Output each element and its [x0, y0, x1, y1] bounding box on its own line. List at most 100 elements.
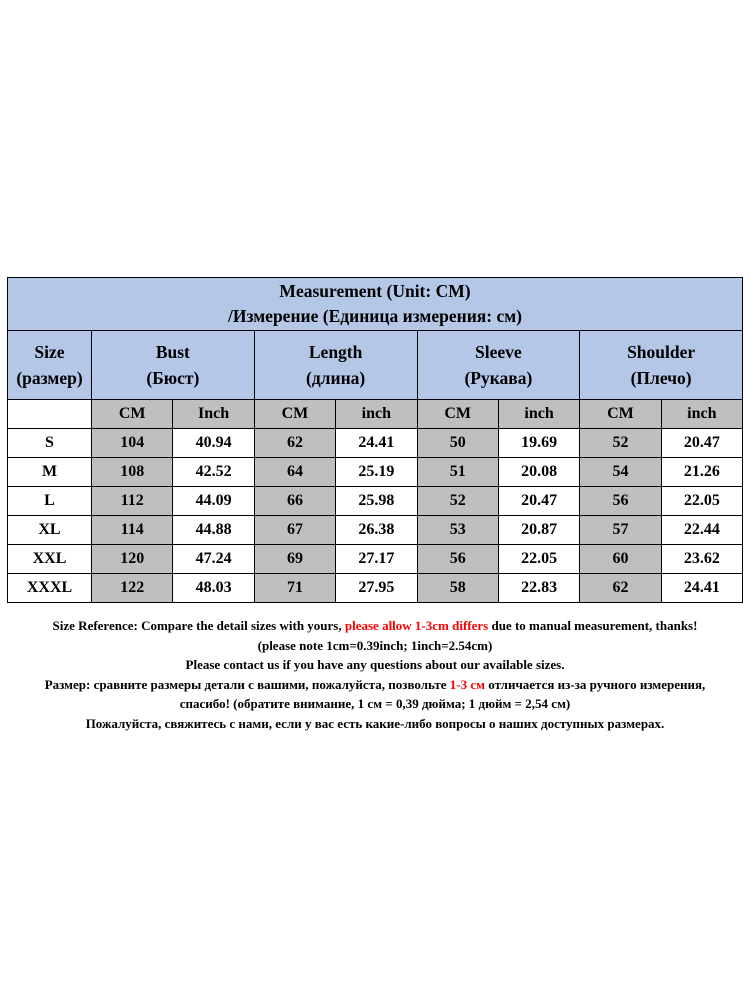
bust-cm-cell: 112 — [90, 486, 174, 516]
size-cell: XXXL — [7, 573, 92, 603]
table-row-xxl: XXL 120 47.24 69 27.17 56 22.05 60 23.62 — [7, 544, 744, 574]
bust-inch-cell: 40.94 — [172, 428, 255, 458]
bust-inch-cell: 42.52 — [172, 457, 255, 487]
col-header-sleeve-ru: (Рукава) — [464, 368, 533, 388]
sleeve-inch-cell: 19.69 — [497, 428, 581, 458]
shoulder-cm-cell: 60 — [579, 544, 662, 574]
size-cell: XL — [7, 515, 92, 545]
table-row-s: S 104 40.94 62 24.41 50 19.69 52 20.47 — [7, 428, 744, 458]
unit-header-row: CM Inch CM inch CM inch CM inch — [7, 399, 744, 429]
bust-inch-cell: 47.24 — [172, 544, 255, 574]
sleeve-inch-cell: 20.47 — [497, 486, 581, 516]
bust-cm-cell: 122 — [90, 573, 174, 603]
table-title-cell: Measurement (Unit: CM) /Измерение (Едини… — [7, 277, 743, 331]
size-reference-notes: Size Reference: Compare the detail sizes… — [0, 616, 750, 733]
column-header-row: Size (размер) Bust (Бюст) Length (длина)… — [7, 330, 743, 400]
note-1-highlight: please allow 1-3cm differs — [344, 618, 489, 633]
bust-cm-cell: 120 — [90, 544, 174, 574]
shoulder-inch-cell: 23.62 — [660, 544, 744, 574]
note-line-3: Please contact us if you have any questi… — [185, 657, 565, 672]
length-inch-cell: 27.95 — [335, 573, 418, 603]
col-header-length-ru: (длина) — [306, 368, 366, 388]
bust-inch-cell: 44.88 — [172, 515, 255, 545]
table-title-ru: /Измерение (Единица измерения: см) — [228, 306, 522, 326]
length-cm-cell: 69 — [253, 544, 337, 574]
note-line-4: Размер: сравните размеры детали с вашими… — [0, 675, 750, 695]
sleeve-cm-cell: 56 — [416, 544, 499, 574]
note-line-5: спасибо! (обратите внимание, 1 см = 0,39… — [179, 696, 571, 711]
note-1-text: Size Reference: Compare the detail sizes… — [52, 618, 345, 633]
table-row-l: L 112 44.09 66 25.98 52 20.47 56 22.05 — [7, 486, 744, 516]
table-row-m: M 108 42.52 64 25.19 51 20.08 54 21.26 — [7, 457, 744, 487]
col-header-size-ru: (размер) — [16, 368, 83, 388]
shoulder-cm-cell: 57 — [579, 515, 662, 545]
length-cm-cell: 62 — [253, 428, 337, 458]
bust-inch-cell: 44.09 — [172, 486, 255, 516]
sleeve-cm-cell: 51 — [416, 457, 499, 487]
unit-cell-sleeve-cm: CM — [416, 399, 499, 429]
unit-cell-bust-inch: Inch — [172, 399, 255, 429]
size-cell: M — [7, 457, 92, 487]
unit-cell-length-inch: inch — [335, 399, 418, 429]
table-row-xxxl: XXXL 122 48.03 71 27.95 58 22.83 62 24.4… — [7, 573, 744, 603]
sleeve-inch-cell: 22.83 — [497, 573, 581, 603]
col-header-size: Size (размер) — [7, 330, 92, 400]
shoulder-inch-cell: 24.41 — [660, 573, 744, 603]
bust-cm-cell: 114 — [90, 515, 174, 545]
note-4-text: Размер: сравните размеры детали с вашими… — [44, 676, 450, 692]
note-4-highlight: 1-3 см — [449, 676, 486, 692]
unit-cell-bust-cm: CM — [90, 399, 174, 429]
shoulder-cm-cell: 52 — [579, 428, 662, 458]
col-header-sleeve: Sleeve (Рукава) — [416, 330, 581, 400]
col-header-shoulder: Shoulder (Плечо) — [579, 330, 743, 400]
shoulder-inch-cell: 22.05 — [660, 486, 744, 516]
size-cell: S — [7, 428, 92, 458]
note-4-text-cont: отличается из-за ручного измерения, — [485, 676, 706, 692]
col-header-length-en: Length — [308, 342, 363, 362]
shoulder-cm-cell: 62 — [579, 573, 662, 603]
unit-cell-sleeve-inch: inch — [497, 399, 581, 429]
sleeve-cm-cell: 52 — [416, 486, 499, 516]
table-title-en: Measurement (Unit: CM) — [279, 281, 471, 301]
length-cm-cell: 66 — [253, 486, 337, 516]
length-inch-cell: 25.19 — [335, 457, 418, 487]
shoulder-cm-cell: 56 — [579, 486, 662, 516]
shoulder-inch-cell: 22.44 — [660, 515, 744, 545]
length-inch-cell: 26.38 — [335, 515, 418, 545]
length-cm-cell: 71 — [253, 573, 337, 603]
bust-cm-cell: 104 — [90, 428, 174, 458]
bust-cm-cell: 108 — [90, 457, 174, 487]
unit-empty-cell — [7, 399, 92, 429]
col-header-sleeve-en: Sleeve — [475, 342, 522, 362]
note-line-2: (please note 1cm=0.39inch; 1inch=2.54cm) — [257, 637, 493, 653]
length-inch-cell: 25.98 — [335, 486, 418, 516]
title-row: Measurement (Unit: CM) /Измерение (Едини… — [7, 277, 743, 331]
length-inch-cell: 27.17 — [335, 544, 418, 574]
note-line-1: Size Reference: Compare the detail sizes… — [0, 616, 750, 636]
shoulder-inch-cell: 20.47 — [660, 428, 744, 458]
col-header-size-en: Size — [34, 342, 65, 362]
length-inch-cell: 24.41 — [335, 428, 418, 458]
col-header-bust-en: Bust — [155, 342, 190, 362]
note-line-6: Пожалуйста, свяжитесь с нами, если у вас… — [85, 715, 665, 731]
sleeve-cm-cell: 50 — [416, 428, 499, 458]
table-row-xl: XL 114 44.88 67 26.38 53 20.87 57 22.44 — [7, 515, 744, 545]
shoulder-inch-cell: 21.26 — [660, 457, 744, 487]
size-table: Measurement (Unit: CM) /Измерение (Едини… — [7, 277, 744, 603]
sleeve-cm-cell: 53 — [416, 515, 499, 545]
length-cm-cell: 64 — [253, 457, 337, 487]
sleeve-inch-cell: 20.87 — [497, 515, 581, 545]
sleeve-cm-cell: 58 — [416, 573, 499, 603]
size-chart-page: Measurement (Unit: CM) /Измерение (Едини… — [0, 277, 750, 733]
shoulder-cm-cell: 54 — [579, 457, 662, 487]
size-cell: L — [7, 486, 92, 516]
note-1-text-cont: due to manual measurement, thanks! — [488, 618, 698, 633]
unit-cell-shoulder-inch: inch — [660, 399, 744, 429]
col-header-bust-ru: (Бюст) — [146, 368, 200, 388]
col-header-length: Length (длина) — [253, 330, 418, 400]
unit-cell-length-cm: CM — [253, 399, 337, 429]
col-header-shoulder-ru: (Плечо) — [630, 368, 692, 388]
col-header-shoulder-en: Shoulder — [627, 342, 696, 362]
unit-cell-shoulder-cm: CM — [579, 399, 662, 429]
size-cell: XXL — [7, 544, 92, 574]
